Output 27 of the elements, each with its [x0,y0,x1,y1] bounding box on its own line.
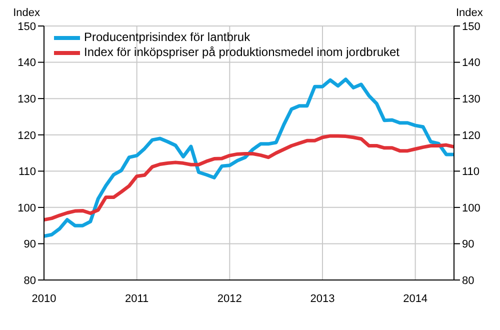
line-series [44,78,454,238]
x-tick-label: 2010 [32,292,56,305]
y2-tick-label: 110 [462,166,480,178]
y-tick-label: 120 [18,130,36,142]
y-tick-label: 90 [24,238,36,251]
y2-tick-label: 140 [462,57,480,70]
y-tick-label: 150 [18,20,36,33]
y2-tick-label: 100 [462,202,480,214]
x-tick-label: 2012 [217,292,242,305]
y-tick-label: 80 [24,274,36,287]
line-series [44,134,454,222]
y-tick-label: 130 [18,93,36,106]
y2-tick-label: 150 [462,20,480,33]
y-tick-label: 110 [18,166,36,178]
y2-tick-label: 90 [462,238,474,251]
y-tick-label: 140 [18,57,36,70]
y2-axis-title: Index [456,6,484,19]
y-tick-label: 100 [18,202,36,214]
y2-tick-label: 120 [462,130,480,142]
y2-tick-label: 80 [462,274,474,287]
y2-tick-label: 130 [462,93,480,106]
x-tick-label: 2014 [403,292,428,305]
legend-label: Index för inköpspriser på produktionsmedel inom jordbruket [84,45,400,60]
legend-label: Producentprisindex för lantbruk [84,30,250,45]
x-tick-label: 2011 [125,292,149,305]
x-tick-label: 2013 [310,292,335,305]
y-axis-title: Index [13,6,40,19]
